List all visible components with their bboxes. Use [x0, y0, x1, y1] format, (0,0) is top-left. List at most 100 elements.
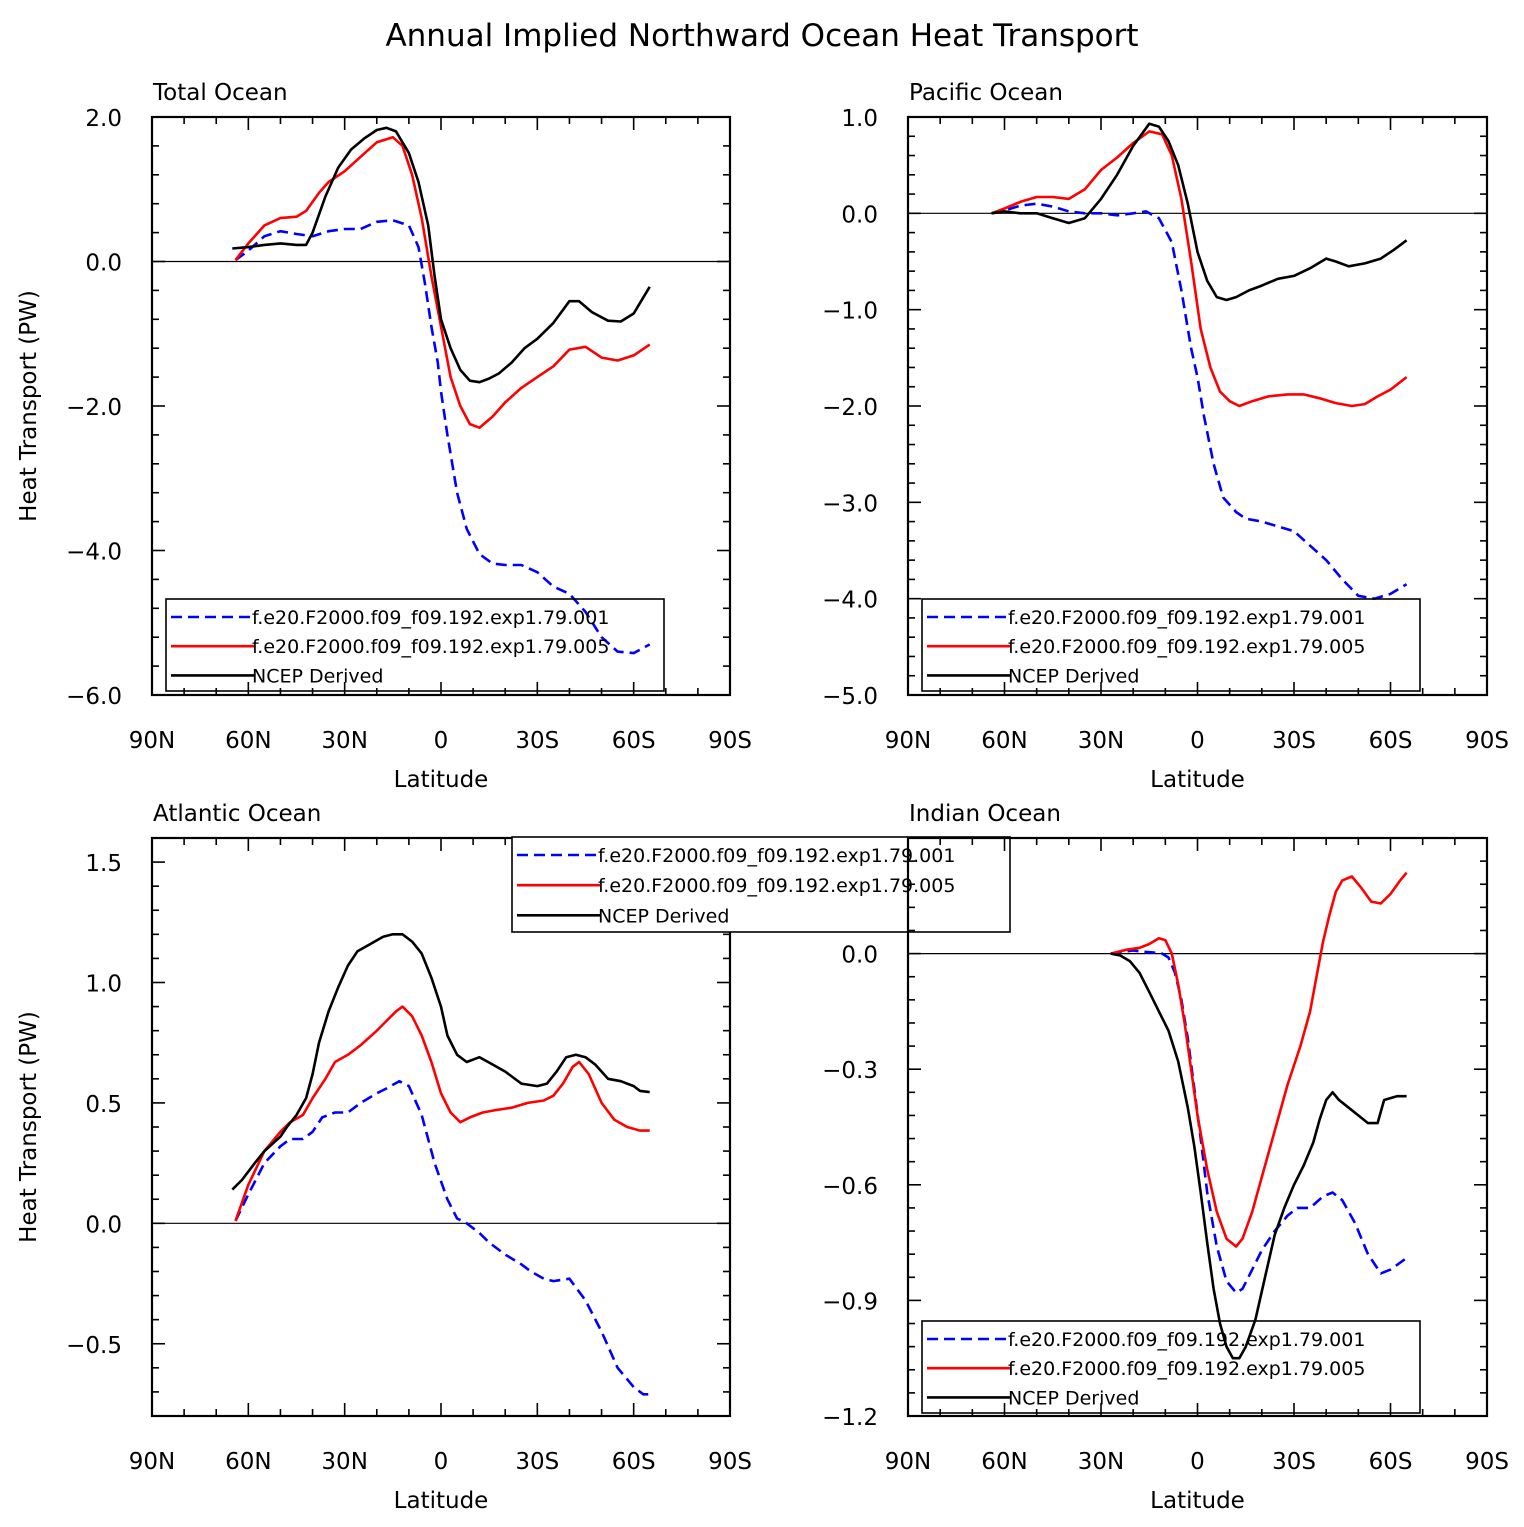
y-tick-label: −6.0 [66, 684, 122, 710]
y-tick-label: −4.0 [822, 588, 878, 614]
x-tick-label: 30S [515, 1449, 559, 1475]
y-tick-label: 1.0 [841, 106, 878, 132]
legend-label: NCEP Derived [1008, 665, 1139, 687]
panel-title-pacific: Pacific Ocean [909, 80, 1063, 106]
series-line-atlantic-0 [234, 1079, 650, 1396]
x-axis-label-indian: Latitude [1150, 1488, 1245, 1514]
legend-label: NCEP Derived [1008, 1387, 1139, 1409]
legend-label: f.e20.F2000.f09_f09.192.exp1.79.005 [252, 636, 609, 658]
legend-indian: f.e20.F2000.f09_f09.192.exp1.79.001 f.e20… [921, 1320, 1421, 1414]
x-tick-label: 30N [321, 728, 367, 754]
x-tick-label: 30N [321, 1449, 367, 1475]
y-tick-label: −3.0 [822, 491, 878, 517]
y-tick-label: −2.0 [66, 395, 122, 421]
x-tick-label: 30S [1272, 728, 1316, 754]
y-ticks-total [152, 116, 730, 696]
x-tick-label: 90S [708, 1449, 752, 1475]
panel-title-total: Total Ocean [152, 80, 288, 106]
y-tick-label: −0.3 [822, 1058, 878, 1084]
y-tick-label: −1.2 [822, 1405, 878, 1431]
x-tick-label: 60N [225, 1449, 271, 1475]
series-line-indian-2 [1110, 952, 1407, 1360]
x-tick-label: 90S [708, 728, 752, 754]
legend-label: f.e20.F2000.f09_f09.192.exp1.79.005 [1008, 636, 1365, 658]
x-axis-label-pacific: Latitude [1150, 767, 1245, 793]
y-tick-label: 2.0 [85, 106, 122, 132]
panel-indian: 0.0 −0.3 −0.6 −0.9 −1.2 90N 60N 30N 0 30S 60S 90S In… [822, 801, 1509, 1514]
legend-label: NCEP Derived [598, 905, 729, 927]
y-tick-label: −0.6 [822, 1174, 878, 1200]
y-tick-label: −1.0 [822, 299, 878, 325]
legend-box [165, 598, 665, 692]
series-line-atlantic-2 [231, 933, 650, 1191]
y-tick-label: −0.5 [66, 1333, 122, 1359]
figure-title: Annual Implied Northward Ocean Heat Tran… [385, 18, 1138, 54]
panel-atlantic: 1.5 1.0 0.5 0.0 −0.5 90N 60N 30N 0 30S 60S 90S Atlan… [16, 801, 1011, 1514]
legend-atlantic: f.e20.F2000.f09_f09.192.exp1.79.001 f.e20… [511, 836, 1011, 933]
y-tick-label: 0.0 [841, 202, 878, 228]
y-tick-label: 0.5 [85, 1092, 122, 1118]
x-tick-label: 60N [981, 728, 1027, 754]
y-tick-label: 0.0 [841, 943, 878, 969]
legend-box [921, 598, 1421, 692]
y-tick-label: 0.0 [85, 251, 122, 277]
x-axis-label-total: Latitude [394, 767, 489, 793]
legend-total: f.e20.F2000.f09_f09.192.exp1.79.001 f.e20… [165, 598, 665, 692]
plot-frame-atlantic [150, 836, 732, 1418]
series-line-total-1 [234, 135, 651, 429]
legend-label: f.e20.F2000.f09_f09.192.exp1.79.001 [1008, 607, 1365, 629]
series-line-indian-1 [1110, 871, 1408, 1248]
x-tick-label: 90N [129, 728, 175, 754]
x-tick-label: 60S [1369, 1449, 1413, 1475]
legend-pacific: f.e20.F2000.f09_f09.192.exp1.79.001 f.e20… [921, 598, 1421, 692]
x-tick-label: 60S [612, 728, 656, 754]
series-line-indian-0 [1110, 949, 1408, 1294]
y-tick-label: −4.0 [66, 540, 122, 566]
x-axis-label-atlantic: Latitude [394, 1488, 489, 1514]
series-line-pacific-0 [991, 202, 1408, 600]
x-tick-label: 90S [1465, 1449, 1509, 1475]
legend-label: f.e20.F2000.f09_f09.192.exp1.79.001 [598, 845, 955, 867]
legend-label: f.e20.F2000.f09_f09.192.exp1.79.005 [598, 875, 955, 897]
y-tick-label: 1.0 [85, 972, 122, 998]
series-line-total-2 [232, 126, 651, 384]
y-axis-label-atlantic: Heat Transport (PW) [16, 1011, 42, 1243]
x-tick-label: 90N [885, 1449, 931, 1475]
panel-total: 2.0 0.0 −2.0 −4.0 −6.0 90N 60N 30N 0 30S 60S 90S Tot… [16, 80, 752, 793]
x-tick-label: 90N [129, 1449, 175, 1475]
x-tick-label: 0 [434, 728, 449, 754]
x-tick-label: 90N [885, 728, 931, 754]
legend-label: f.e20.F2000.f09_f09.192.exp1.79.001 [252, 607, 609, 629]
legend-label: f.e20.F2000.f09_f09.192.exp1.79.001 [1008, 1329, 1365, 1351]
series-line-pacific-1 [991, 130, 1408, 408]
series-line-atlantic-1 [234, 1005, 650, 1222]
x-tick-label: 90S [1465, 728, 1509, 754]
panel-pacific: 1.0 0.0 −1.0 −2.0 −3.0 −4.0 −5.0 90N 60N 30N 0 30S 6… [822, 80, 1509, 793]
series-line-total-0 [234, 219, 651, 655]
legend-label: f.e20.F2000.f09_f09.192.exp1.79.005 [1008, 1358, 1365, 1380]
legend-box [921, 1320, 1421, 1414]
x-tick-label: 60N [225, 728, 271, 754]
x-tick-label: 30N [1078, 728, 1124, 754]
y-axis-label-total: Heat Transport (PW) [16, 290, 42, 522]
panel-title-atlantic: Atlantic Ocean [153, 801, 321, 827]
y-tick-label: −0.9 [822, 1289, 878, 1315]
x-tick-label: 60S [1369, 728, 1413, 754]
plot-frame-pacific [906, 115, 1489, 697]
x-tick-label: 30N [1078, 1449, 1124, 1475]
plot-frame-indian [906, 836, 1489, 1418]
x-tick-label: 0 [1190, 728, 1205, 754]
x-tick-label: 30S [1272, 1449, 1316, 1475]
legend-label: NCEP Derived [252, 665, 383, 687]
plot-frame-total [150, 115, 732, 697]
series-line-pacific-2 [991, 122, 1408, 302]
y-tick-label: 0.0 [85, 1212, 122, 1238]
y-tick-label: −5.0 [822, 684, 878, 710]
x-tick-label: 0 [434, 1449, 449, 1475]
x-tick-label: 30S [515, 728, 559, 754]
x-tick-label: 60N [981, 1449, 1027, 1475]
y-tick-label: −2.0 [822, 395, 878, 421]
y-tick-label: 1.5 [85, 851, 122, 877]
